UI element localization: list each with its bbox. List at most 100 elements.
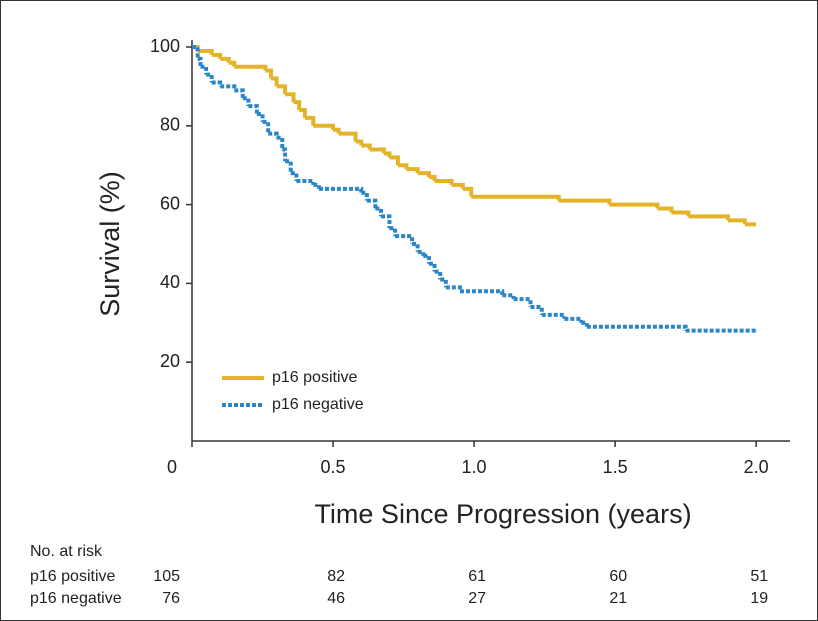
x-tick-label: 1.0 — [462, 457, 487, 477]
survival-step — [471, 194, 561, 201]
risk-count: 105 — [153, 568, 180, 585]
survival-step — [197, 48, 214, 55]
risk-count: 61 — [468, 568, 486, 585]
survival-step — [389, 226, 398, 237]
survival-step — [671, 210, 691, 217]
survival-step — [256, 111, 265, 122]
survival-step — [440, 277, 448, 288]
risk-count: 21 — [609, 590, 627, 607]
survival-step — [200, 64, 209, 75]
survival-step — [299, 108, 307, 118]
survival-step — [197, 56, 203, 67]
survival-step — [564, 316, 584, 323]
survival-step — [361, 190, 369, 201]
survival-step — [192, 45, 200, 59]
risk-count: 76 — [162, 590, 180, 607]
survival-step — [502, 293, 516, 300]
survival-step — [220, 56, 231, 63]
risk-count: 60 — [609, 568, 627, 585]
x-axis-title: Time Since Progression (years) — [314, 499, 691, 529]
y-tick-label: 60 — [160, 193, 180, 213]
survival-step — [366, 198, 378, 209]
survival-step — [234, 88, 245, 99]
legend-label: p16 negative — [272, 396, 364, 413]
survival-step — [338, 131, 358, 142]
survival-step — [304, 115, 316, 126]
y-axis-title: Survival (%) — [95, 171, 125, 317]
risk-count: 46 — [327, 590, 345, 607]
survival-step — [290, 171, 299, 181]
y-tick-label: 100 — [150, 36, 180, 56]
survival-step — [220, 84, 237, 91]
survival-step — [406, 167, 420, 174]
x-tick-label: 0.5 — [321, 457, 346, 477]
survival-step — [313, 182, 321, 189]
risk-count: 19 — [750, 590, 768, 607]
survival-step — [428, 175, 437, 181]
survival-step — [727, 218, 747, 225]
survival-step — [541, 312, 567, 319]
survival-step — [313, 123, 336, 130]
x-tick-label: 2.0 — [744, 457, 769, 477]
legend-label: p16 positive — [272, 369, 357, 386]
survival-step — [451, 182, 465, 189]
survival-step — [234, 64, 268, 71]
survival-step — [389, 155, 400, 166]
survival-step — [513, 297, 533, 308]
risk-count: 51 — [750, 568, 768, 585]
survival-step — [434, 269, 443, 280]
survival-step — [361, 143, 372, 150]
survival-step — [445, 285, 462, 292]
survival-step — [333, 127, 341, 134]
survival-step — [270, 76, 279, 87]
survival-step — [586, 324, 688, 331]
risk-count: 82 — [327, 568, 345, 585]
survival-step — [383, 151, 392, 158]
survival-step — [296, 178, 316, 185]
survival-step — [262, 119, 271, 134]
survival-step — [434, 178, 454, 185]
y-tick-label: 20 — [160, 351, 180, 371]
survival-step — [609, 202, 660, 209]
risk-title: No. at risk — [30, 543, 103, 560]
survival-step — [268, 131, 279, 138]
survival-step — [423, 253, 431, 264]
survival-step — [318, 186, 364, 193]
survival-step — [285, 159, 293, 174]
survival-step — [657, 206, 674, 213]
survival-step — [462, 186, 474, 197]
survival-step — [248, 104, 259, 114]
survival-step — [581, 320, 589, 327]
risk-count: 27 — [468, 590, 486, 607]
risk-row-label: p16 positive — [30, 568, 115, 585]
survival-step — [417, 171, 431, 178]
survival-step — [355, 139, 364, 146]
survival-step — [206, 72, 214, 83]
x-tick-label: 0 — [167, 457, 177, 477]
survival-step — [417, 249, 426, 256]
survival-step — [293, 100, 302, 111]
survival-step — [397, 163, 409, 170]
survival-step — [530, 305, 544, 315]
survival-step — [276, 84, 288, 95]
survival-step — [428, 261, 437, 272]
survival-step — [688, 214, 730, 221]
survival-step — [276, 135, 285, 150]
survival-step — [375, 206, 383, 217]
survival-step — [211, 52, 223, 59]
survival-step — [265, 68, 273, 79]
survival-step — [412, 242, 420, 252]
survival-step — [395, 234, 415, 244]
risk-row-label: p16 negative — [30, 590, 122, 607]
survival-step — [228, 60, 237, 67]
y-tick-label: 80 — [160, 115, 180, 135]
survival-step — [459, 289, 505, 296]
y-tick-label: 40 — [160, 272, 180, 292]
survival-step — [369, 147, 386, 154]
survival-step — [242, 96, 251, 107]
x-tick-label: 1.5 — [603, 457, 628, 477]
survival-step — [558, 198, 612, 205]
survival-step — [285, 92, 296, 103]
survival-step — [282, 147, 288, 162]
